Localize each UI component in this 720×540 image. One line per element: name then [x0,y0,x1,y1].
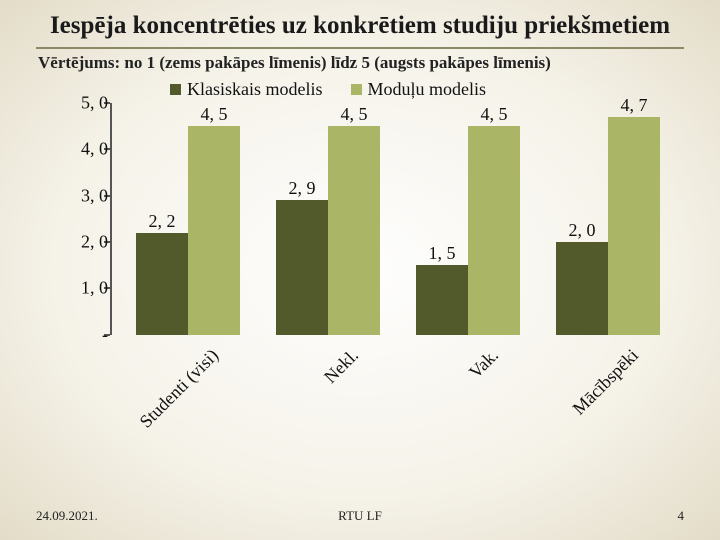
bar-value-label: 1, 5 [416,243,468,264]
x-category-label: Mācībspēki [543,345,643,445]
bar-value-label: 4, 5 [188,104,240,125]
footer-page: 4 [678,508,685,524]
y-tick-label: 1, 0 [52,278,108,299]
chart-legend: Klasiskais modelis Moduļu modelis [170,79,486,100]
bar-series-1: 2, 9 [276,200,328,335]
bar-value-label: 2, 2 [136,211,188,232]
bar-value-label: 4, 5 [468,104,520,125]
y-tick-label: 2, 0 [52,231,108,252]
x-category-label: Studenti (visi) [123,345,223,445]
legend-swatch-2 [351,84,362,95]
slide-subtitle: Vērtējums: no 1 (zems pakāpes līmenis) l… [36,53,684,73]
x-category-label: Nekl. [263,345,363,445]
legend-label-2: Moduļu modelis [368,79,487,100]
chart-plot: 2, 24, 52, 94, 51, 54, 52, 04, 7 [110,103,670,335]
bar-series-2: 4, 7 [608,117,660,335]
y-tick-label: - [52,324,108,345]
bar-series-2: 4, 5 [188,126,240,335]
slide-footer: 24.09.2021. RTU LF 4 [0,508,720,528]
bar-value-label: 2, 0 [556,220,608,241]
bar-chart: Klasiskais modelis Moduļu modelis 2, 24,… [40,81,680,441]
legend-item-1: Klasiskais modelis [170,79,323,100]
bar-series-1: 2, 2 [136,233,188,335]
legend-item-2: Moduļu modelis [351,79,487,100]
bar-series-2: 4, 5 [328,126,380,335]
legend-label-1: Klasiskais modelis [187,79,323,100]
bar-value-label: 4, 5 [328,104,380,125]
x-axis-labels: Studenti (visi)Nekl.Vak.Mācībspēki [110,335,670,431]
bar-series-1: 1, 5 [416,265,468,335]
bar-series-2: 4, 5 [468,126,520,335]
y-tick-label: 4, 0 [52,139,108,160]
bar-value-label: 2, 9 [276,178,328,199]
y-tick-label: 5, 0 [52,92,108,113]
y-axis [110,103,112,335]
x-category-label: Vak. [403,345,503,445]
legend-swatch-1 [170,84,181,95]
footer-date: 24.09.2021. [36,508,98,524]
slide-title: Iespēja koncentrēties uz konkrētiem stud… [36,12,684,41]
bar-series-1: 2, 0 [556,242,608,335]
bar-value-label: 4, 7 [608,95,660,116]
y-tick-label: 3, 0 [52,185,108,206]
title-rule [36,47,684,49]
footer-org: RTU LF [338,508,382,524]
